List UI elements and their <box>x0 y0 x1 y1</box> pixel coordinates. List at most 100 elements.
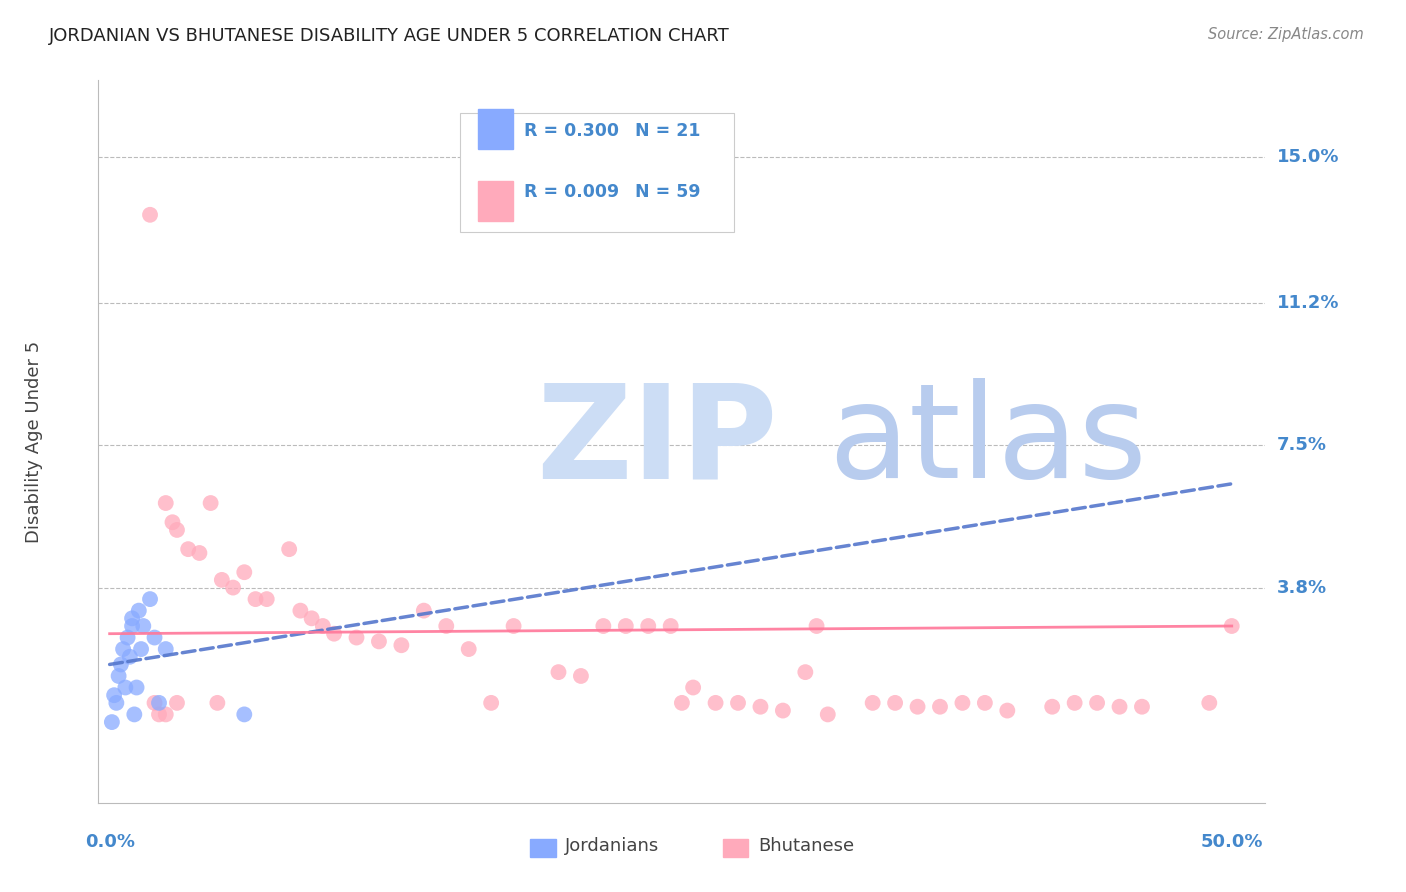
Point <box>112 642 135 657</box>
Point <box>105 696 128 710</box>
Point <box>547 665 569 680</box>
Text: Source: ZipAtlas.com: Source: ZipAtlas.com <box>1208 27 1364 42</box>
Point <box>290 604 312 618</box>
Text: 7.5%: 7.5% <box>1277 436 1326 454</box>
Point <box>907 699 929 714</box>
Point <box>233 707 256 722</box>
Point <box>671 696 693 710</box>
Point <box>114 681 136 695</box>
Point <box>929 699 952 714</box>
Point <box>256 592 278 607</box>
Point <box>389 638 412 652</box>
Point <box>118 649 141 664</box>
Point <box>749 699 772 714</box>
Bar <box>478 109 513 149</box>
Point <box>637 619 659 633</box>
Text: N = 21: N = 21 <box>636 122 700 140</box>
Point <box>884 696 907 710</box>
Text: JORDANIAN VS BHUTANESE DISABILITY AGE UNDER 5 CORRELATION CHART: JORDANIAN VS BHUTANESE DISABILITY AGE UN… <box>49 27 730 45</box>
Point <box>1108 699 1130 714</box>
Point <box>143 696 166 710</box>
Bar <box>723 838 748 857</box>
Point <box>1040 699 1063 714</box>
Point <box>592 619 614 633</box>
Point <box>346 631 368 645</box>
Point <box>166 696 188 710</box>
Point <box>323 626 346 640</box>
Point <box>1198 696 1220 710</box>
Point <box>233 565 256 579</box>
Point <box>110 657 132 672</box>
Point <box>103 688 125 702</box>
Point <box>132 619 155 633</box>
Point <box>412 604 434 618</box>
Point <box>139 592 162 607</box>
Point <box>121 619 143 633</box>
Point <box>457 642 479 657</box>
Point <box>434 619 457 633</box>
Text: Disability Age Under 5: Disability Age Under 5 <box>25 341 44 542</box>
Point <box>502 619 524 633</box>
Point <box>117 631 139 645</box>
Text: R = 0.009: R = 0.009 <box>524 183 620 202</box>
FancyBboxPatch shape <box>460 112 734 232</box>
Point <box>143 631 166 645</box>
Point <box>614 619 637 633</box>
Point <box>312 619 335 633</box>
Point <box>124 707 146 722</box>
Text: 50.0%: 50.0% <box>1201 833 1263 851</box>
Point <box>128 604 150 618</box>
Text: R = 0.300: R = 0.300 <box>524 122 620 140</box>
Point <box>211 573 233 587</box>
Point <box>1063 696 1085 710</box>
Point <box>162 515 184 529</box>
Text: N = 59: N = 59 <box>636 183 700 202</box>
Point <box>973 696 995 710</box>
Point <box>1130 699 1153 714</box>
Text: 11.2%: 11.2% <box>1277 294 1339 312</box>
Point <box>245 592 267 607</box>
Point <box>125 681 148 695</box>
Text: Jordanians: Jordanians <box>565 838 659 855</box>
Bar <box>530 838 555 857</box>
Point <box>301 611 323 625</box>
Point <box>139 208 162 222</box>
Point <box>479 696 502 710</box>
Point <box>794 665 817 680</box>
Text: ZIP: ZIP <box>536 378 778 505</box>
Point <box>368 634 391 648</box>
Point <box>177 542 200 557</box>
Point <box>659 619 682 633</box>
Point <box>101 715 124 730</box>
Point <box>1220 619 1243 633</box>
Text: Bhutanese: Bhutanese <box>758 838 853 855</box>
Point <box>207 696 229 710</box>
Point <box>166 523 188 537</box>
Point <box>1085 696 1108 710</box>
Text: atlas: atlas <box>828 378 1147 505</box>
Point <box>772 704 794 718</box>
Point <box>817 707 839 722</box>
Point <box>200 496 222 510</box>
Text: 0.0%: 0.0% <box>84 833 135 851</box>
Point <box>806 619 828 633</box>
Point <box>107 669 129 683</box>
Bar <box>478 181 513 221</box>
Point <box>148 707 170 722</box>
Point <box>148 696 170 710</box>
Point <box>995 704 1018 718</box>
Point <box>569 669 592 683</box>
Point <box>188 546 211 560</box>
Point <box>155 642 177 657</box>
Point <box>862 696 884 710</box>
Point <box>278 542 301 557</box>
Point <box>121 611 143 625</box>
Point <box>222 581 245 595</box>
Point <box>704 696 727 710</box>
Point <box>952 696 974 710</box>
Point <box>727 696 749 710</box>
Point <box>682 681 704 695</box>
Text: 3.8%: 3.8% <box>1277 579 1327 597</box>
Point <box>155 496 177 510</box>
Point <box>129 642 152 657</box>
